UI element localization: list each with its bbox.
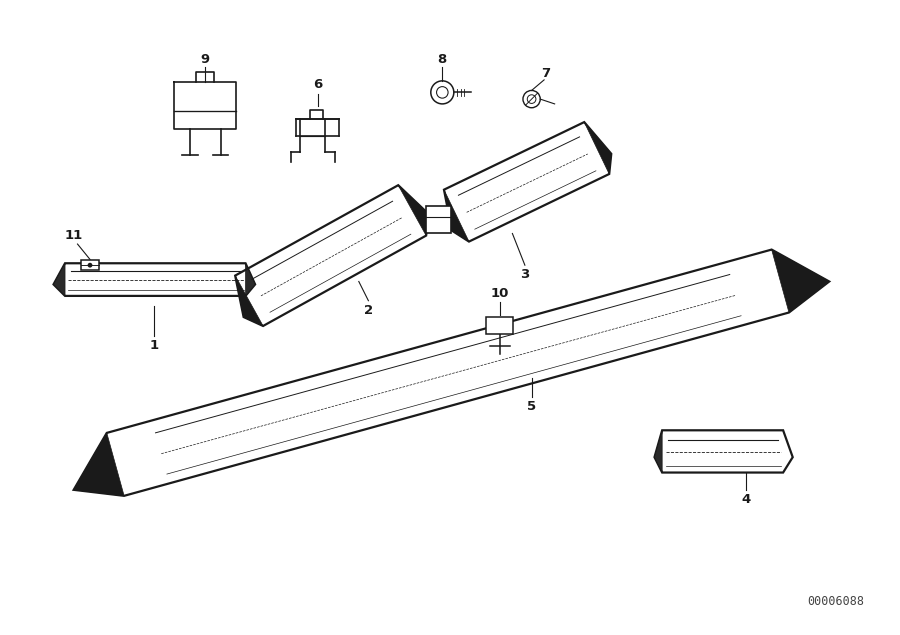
Polygon shape [584, 122, 611, 174]
Polygon shape [771, 250, 829, 312]
Text: 5: 5 [527, 400, 536, 413]
Text: 1: 1 [149, 339, 159, 352]
Text: 9: 9 [201, 53, 210, 66]
Text: 6: 6 [313, 78, 322, 91]
Text: 10: 10 [491, 288, 509, 300]
Text: 3: 3 [520, 268, 529, 281]
Bar [487, 317, 513, 334]
Polygon shape [246, 264, 255, 296]
Polygon shape [235, 276, 263, 326]
Bar [426, 206, 451, 232]
Text: 4: 4 [741, 493, 751, 506]
Text: 2: 2 [364, 304, 373, 317]
Polygon shape [444, 190, 469, 241]
Text: 00006088: 00006088 [807, 595, 864, 608]
Bar [81, 260, 99, 271]
Polygon shape [53, 264, 65, 296]
Text: 11: 11 [65, 229, 83, 242]
Circle shape [87, 263, 93, 267]
Text: 8: 8 [437, 53, 447, 66]
Text: 7: 7 [542, 67, 551, 79]
Polygon shape [398, 185, 429, 236]
Polygon shape [74, 433, 124, 496]
Polygon shape [654, 431, 662, 472]
